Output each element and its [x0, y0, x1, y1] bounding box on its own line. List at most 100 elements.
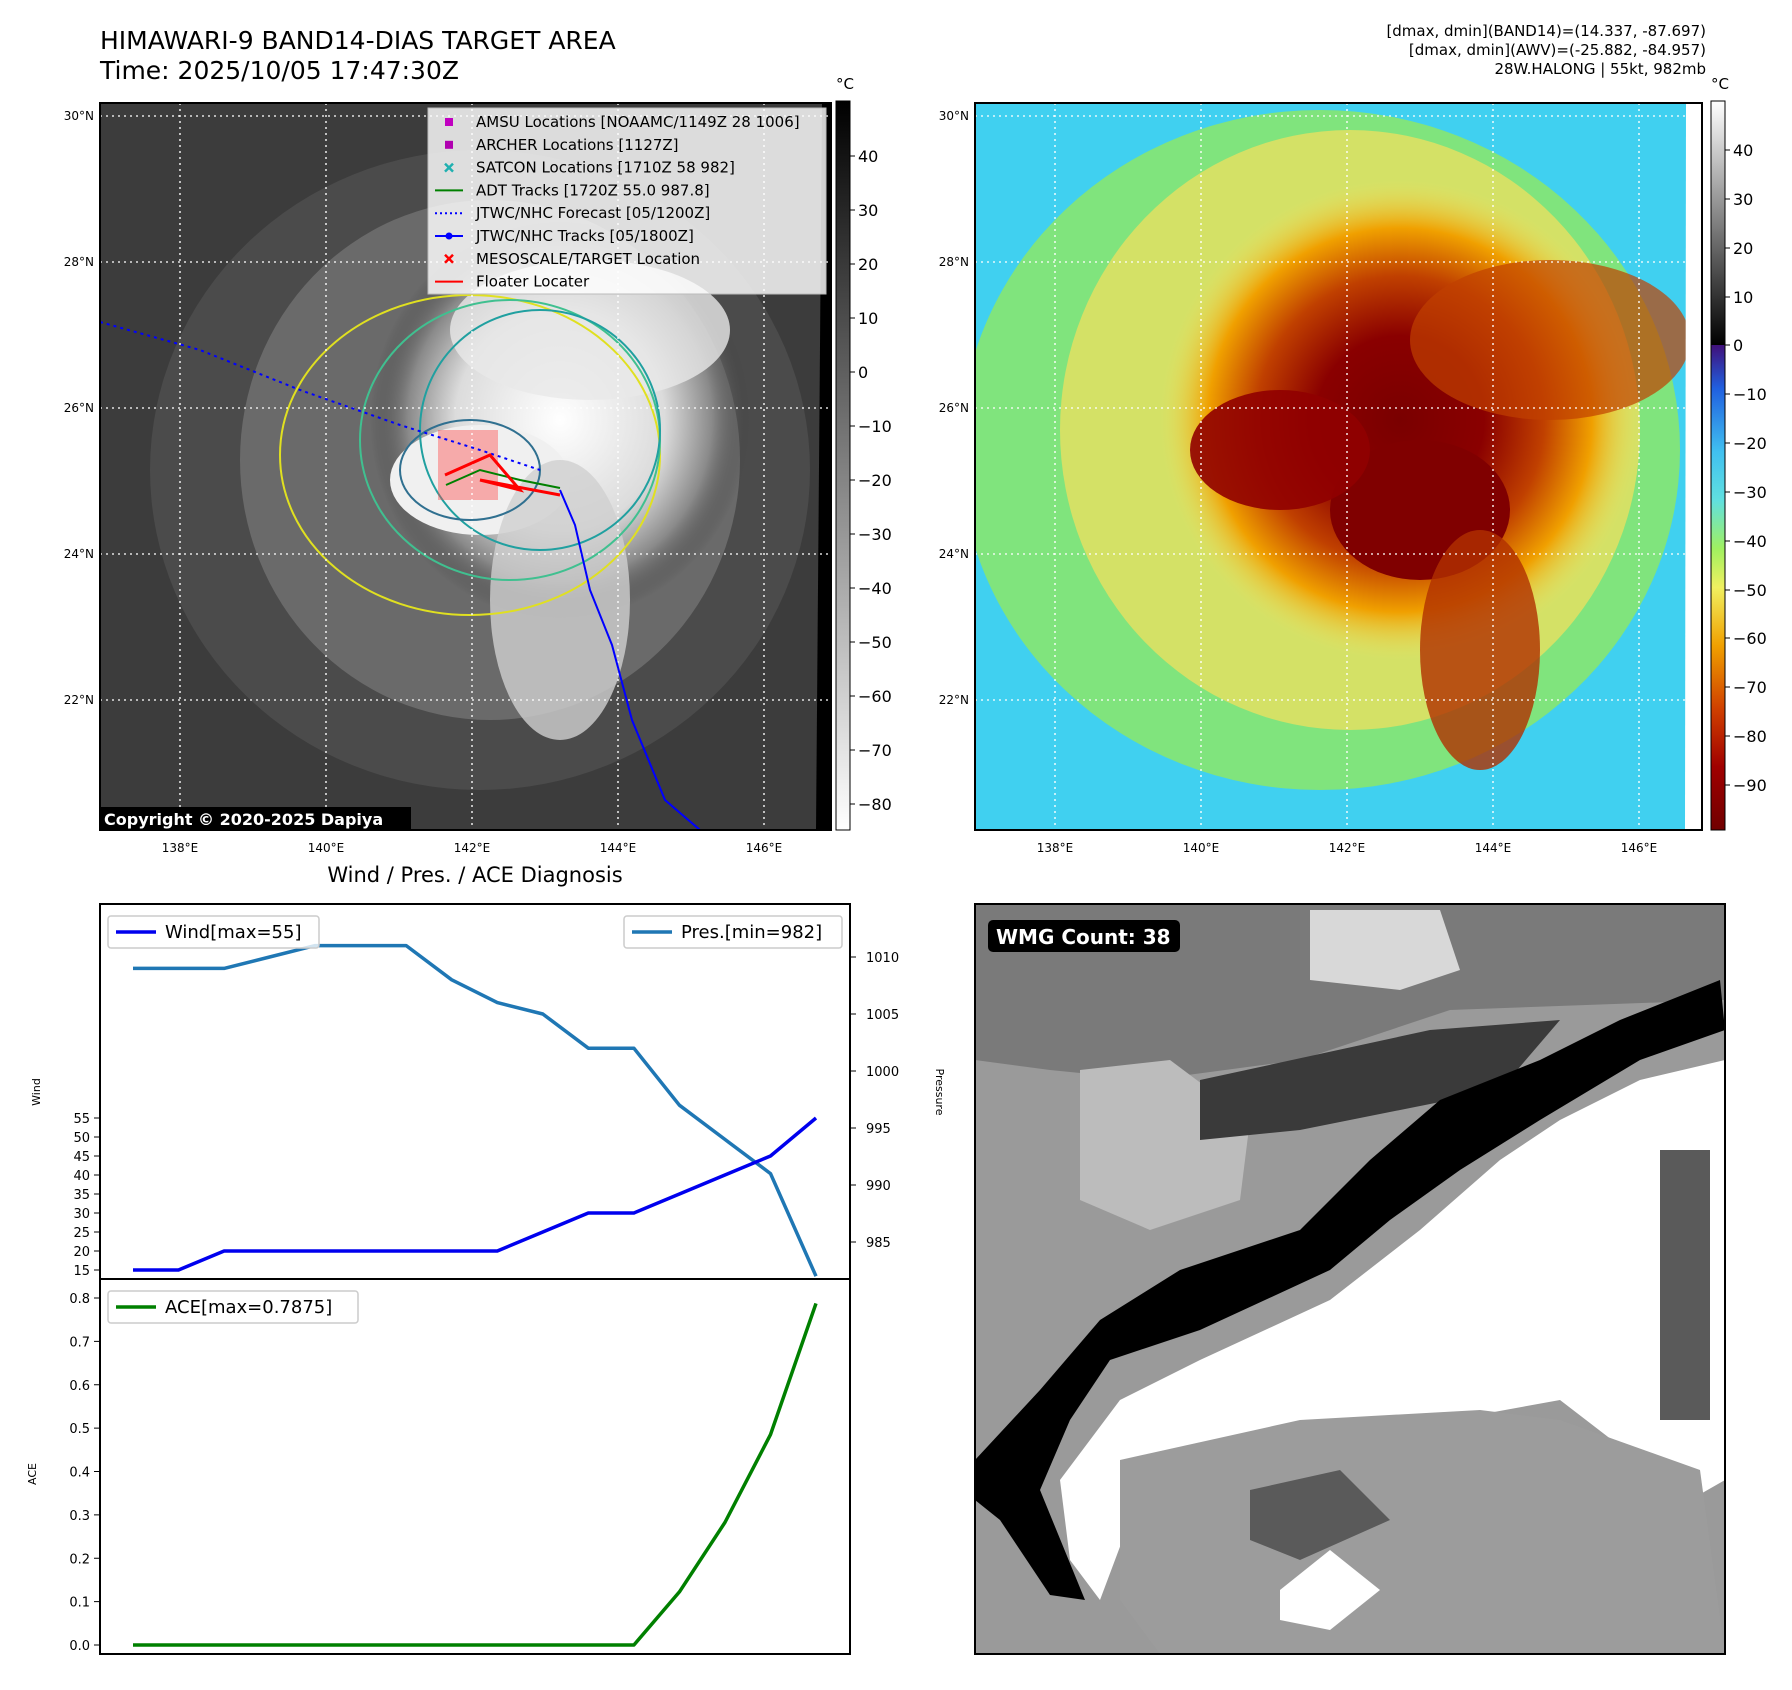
lat-label: 26°N [64, 401, 94, 415]
lat-label: 24°N [939, 547, 969, 561]
lat-label: 22°N [64, 693, 94, 707]
ace-tick-label: 0.2 [69, 1552, 90, 1567]
lat-label: 28°N [64, 255, 94, 269]
lon-label: 138°E [162, 841, 199, 855]
jtwc-forecast-track [100, 321, 541, 471]
colorbar-fill [1711, 345, 1725, 830]
pressure-legend-label: Pres.[min=982] [681, 922, 822, 943]
legend-label: AMSU Locations [NOAAMC/1149Z 28 1006] [476, 113, 800, 131]
contour-teal [419, 309, 661, 551]
pressure-tick-label: 1005 [866, 1008, 899, 1023]
lon-label: 144°E [600, 841, 637, 855]
color-colorbar: °C 40 30 20 10 0 −10 −20 −30 −40 −50 −60 −70 −80 −90 [1710, 75, 1767, 831]
colorbar-tick-label: 10 [1733, 288, 1753, 307]
legend-frame [427, 107, 827, 295]
colorbar-tick-label: 40 [1733, 141, 1753, 160]
colorbar-tick-label: −40 [858, 579, 892, 598]
legend-label: SATCON Locations [1710Z 58 982] [476, 159, 735, 177]
ace-tick-label: 0.4 [69, 1466, 90, 1481]
wmg-lower-gray [1120, 1410, 1725, 1654]
pressure-tick-label: 995 [866, 1122, 891, 1137]
color-ir-panel: 30°N 28°N 26°N 24°N 22°N 138°E 140°E 142°E 144°E… [939, 75, 1767, 855]
wind-axis: 15 20 25 30 35 40 45 50 55 Wind [30, 1078, 100, 1279]
wind-series-line [133, 1116, 818, 1272]
wmg-light-top [1310, 910, 1460, 990]
copyright-box: Copyright © 2020-2025 Dapiya [99, 807, 411, 831]
colorbar-frame [835, 100, 851, 831]
colorbar-tick-label: −30 [858, 525, 892, 544]
colorbar-tick-label: 20 [858, 255, 878, 274]
colorbar-tick-label: −40 [1733, 532, 1767, 551]
colorbar-tick-label: 20 [1733, 239, 1753, 258]
info-line-1: [dmax, dmin](BAND14)=(14.337, -87.697) [1386, 22, 1706, 40]
pressure-tick-label: 990 [866, 1179, 891, 1194]
colorbar-tick-label: 30 [1733, 190, 1753, 209]
ace-tick-label: 0.0 [69, 1639, 90, 1654]
color-panel-grid: 30°N 28°N 26°N 24°N 22°N 138°E 140°E 142°E 144°E… [939, 103, 1702, 855]
legend-label: MESOSCALE/TARGET Location [476, 250, 700, 268]
colorbar-tick-label: −70 [858, 741, 892, 760]
wind-pressure-axes [99, 903, 851, 1280]
legend-label: Floater Locater [476, 273, 590, 291]
legend-label: JTWC/NHC Tracks [05/1800Z] [475, 227, 694, 245]
legend-label: JTWC/NHC Forecast [05/1200Z] [475, 204, 710, 222]
wind-tick-label: 40 [73, 1169, 90, 1184]
colorbar-tick-label: 40 [858, 147, 878, 166]
ace-legend-frame [107, 1290, 359, 1324]
figure-title: HIMAWARI-9 BAND14-DIAS TARGET AREA Time:… [100, 26, 616, 86]
colorbar-frame [1710, 100, 1726, 831]
lat-label: 30°N [939, 109, 969, 123]
legend-x-marker [444, 253, 454, 264]
lon-label: 142°E [454, 841, 491, 855]
ace-tick-label: 0.7 [69, 1335, 90, 1350]
pressure-tick-label: 1000 [866, 1065, 899, 1080]
wmg-lower-dark [1250, 1470, 1390, 1560]
legend-label: ARCHER Locations [1127Z] [476, 136, 679, 154]
floater-track [444, 453, 561, 497]
jtwc-best-track [559, 489, 701, 830]
copyright-text: Copyright © 2020-2025 Dapiya [104, 810, 383, 829]
lon-label: 144°E [1475, 841, 1512, 855]
lon-label: 146°E [746, 841, 783, 855]
storm-info: [dmax, dmin](BAND14)=(14.337, -87.697) [… [1386, 22, 1706, 79]
wind-tick-label: 20 [73, 1245, 90, 1260]
legend-square-marker [445, 140, 453, 149]
colorbar-tick-label: −60 [1733, 629, 1767, 648]
colorbar-fill [1711, 101, 1725, 345]
pressure-legend-frame [623, 915, 843, 949]
wind-tick-label: 30 [73, 1207, 90, 1222]
colorbar-tick-label: −10 [858, 417, 892, 436]
gray-colorbar: °C 40 30 20 10 0 −10 −20 −30 −40 −50 −60 −70 −80 [835, 75, 892, 831]
wmg-white-arc [1060, 1060, 1725, 1600]
legend-x-marker [444, 162, 454, 173]
lat-label: 24°N [64, 547, 94, 561]
legend-square-marker [445, 118, 453, 126]
no-data-strip [816, 103, 831, 830]
gray-panel-legend: AMSU Locations [NOAAMC/1149Z 28 1006] ARC… [427, 107, 827, 295]
lon-label: 146°E [1621, 841, 1658, 855]
wmg-count-box [988, 920, 1180, 952]
wmg-panel: WMG Count: 38 [974, 903, 1726, 1655]
lon-label: 138°E [1037, 841, 1074, 855]
colorbar-fill [836, 101, 850, 830]
wind-axis-label: Wind [30, 1078, 43, 1106]
lon-label: 140°E [1183, 841, 1220, 855]
wind-tick-label: 15 [73, 1264, 90, 1279]
colorbar-tick-label: −50 [858, 633, 892, 652]
colorbar-tick-label: 0 [858, 363, 868, 382]
wind-tick-label: 35 [73, 1188, 90, 1203]
colorbar-tick-label: −20 [858, 471, 892, 490]
ace-series-line [133, 1302, 818, 1647]
colorbar-tick-label: −90 [1733, 776, 1767, 795]
pressure-series-line [133, 943, 818, 1277]
ace-axis: 0.0 0.1 0.2 0.3 0.4 0.5 0.6 0.7 0.8 ACE [26, 1292, 100, 1654]
colorbar-tick-label: −70 [1733, 678, 1767, 697]
lon-label: 142°E [1329, 841, 1366, 855]
pressure-tick-label: 1010 [866, 951, 899, 966]
wind-tick-label: 45 [73, 1150, 90, 1165]
legend-dot-marker [445, 232, 453, 240]
ace-axes [99, 1278, 851, 1655]
colorbar-tick-label: −10 [1733, 385, 1767, 404]
grayscale-ir-panel: 30°N 28°N 26°N 24°N 22°N 138°E 140°E 142°E 144°E… [64, 75, 892, 855]
